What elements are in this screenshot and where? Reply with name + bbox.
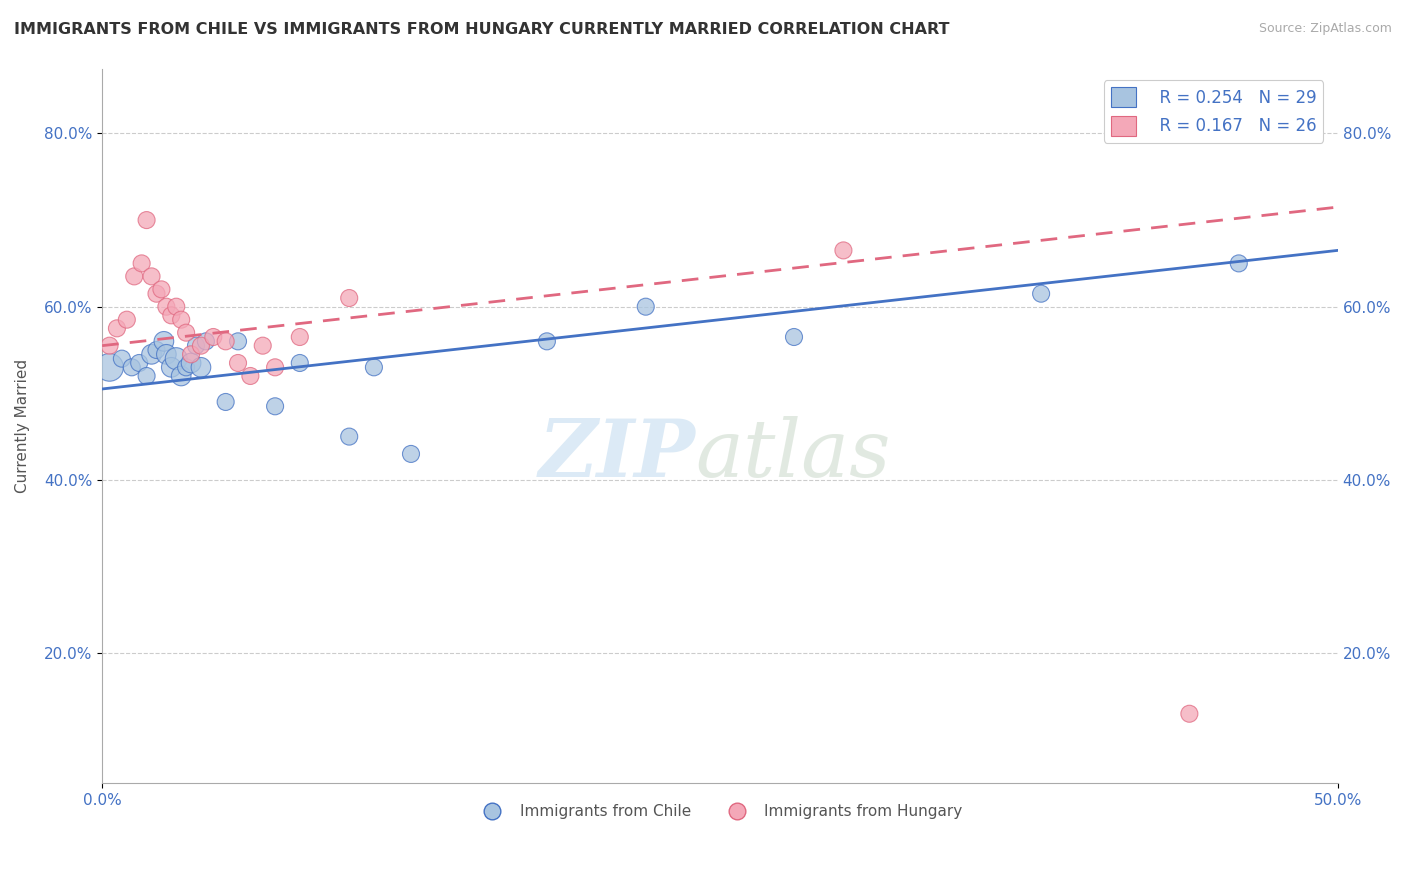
Point [111, 351, 134, 366]
Point [215, 395, 238, 409]
Text: IMMIGRANTS FROM CHILE VS IMMIGRANTS FROM HUNGARY CURRENTLY MARRIED CORRELATION C: IMMIGRANTS FROM CHILE VS IMMIGRANTS FROM… [14, 22, 949, 37]
Point [288, 330, 311, 344]
Point [363, 360, 385, 375]
Point [160, 360, 183, 375]
Point [1178, 706, 1201, 721]
Point [170, 369, 193, 384]
Point [215, 334, 238, 349]
Point [832, 244, 855, 258]
Point [105, 321, 128, 335]
Point [180, 356, 202, 370]
Point [98, 360, 121, 375]
Legend: Immigrants from Chile, Immigrants from Hungary: Immigrants from Chile, Immigrants from H… [471, 798, 969, 825]
Point [160, 309, 183, 323]
Point [153, 334, 176, 349]
Point [155, 300, 177, 314]
Point [121, 360, 143, 375]
Point [202, 330, 225, 344]
Point [190, 339, 212, 353]
Point [98, 339, 121, 353]
Point [288, 356, 311, 370]
Point [264, 399, 287, 413]
Point [135, 213, 157, 227]
Point [1227, 256, 1250, 270]
Point [180, 347, 202, 361]
Point [141, 347, 163, 361]
Point [226, 334, 249, 349]
Point [131, 256, 153, 270]
Point [174, 326, 197, 340]
Point [155, 347, 177, 361]
Point [239, 369, 262, 384]
Point [122, 269, 145, 284]
Point [399, 447, 422, 461]
Text: Source: ZipAtlas.com: Source: ZipAtlas.com [1258, 22, 1392, 36]
Point [145, 286, 167, 301]
Text: atlas: atlas [695, 416, 890, 493]
Point [226, 356, 249, 370]
Point [1029, 286, 1052, 301]
Point [128, 356, 150, 370]
Y-axis label: Currently Married: Currently Married [15, 359, 30, 493]
Point [184, 339, 207, 353]
Point [141, 269, 163, 284]
Point [165, 300, 187, 314]
Point [536, 334, 558, 349]
Point [783, 330, 806, 344]
Point [252, 339, 274, 353]
Point [337, 291, 360, 305]
Point [174, 360, 197, 375]
Point [165, 351, 187, 366]
Point [145, 343, 167, 357]
Point [135, 369, 157, 384]
Point [150, 282, 173, 296]
Point [337, 429, 360, 443]
Point [190, 360, 212, 375]
Point [264, 360, 287, 375]
Point [170, 312, 193, 326]
Point [115, 312, 138, 326]
Point [194, 334, 217, 349]
Text: ZIP: ZIP [538, 416, 695, 493]
Point [634, 300, 657, 314]
